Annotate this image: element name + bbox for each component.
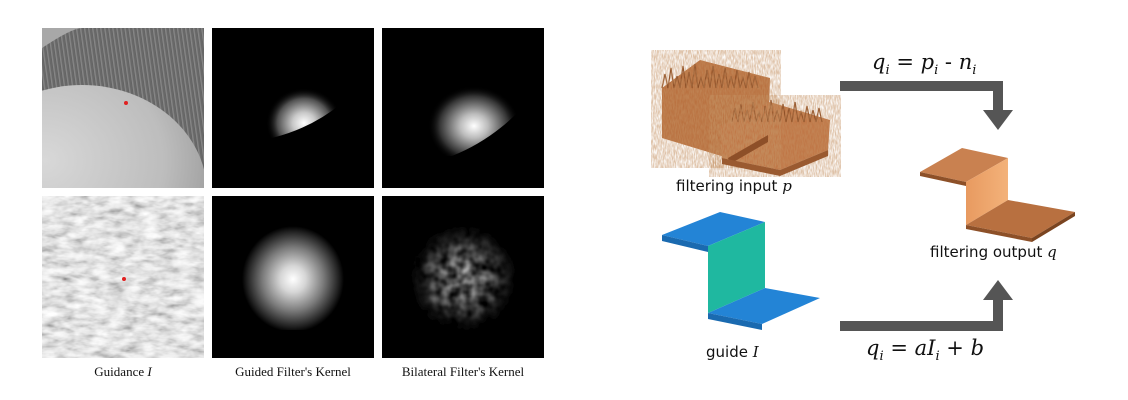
formula-top-minus: - [944,50,953,74]
label-guide: guide I [706,343,759,361]
label-guide-text: guide [706,343,748,361]
guide-surface [662,212,820,330]
label-filtering-input-text: filtering input [676,177,778,195]
formula-top-lhs-sub: i [885,63,890,79]
formula-bottom-coef: a [914,336,928,360]
bilateral-kernel-top [382,28,544,188]
caption-bilateral-kernel-text: Bilateral Filter's Kernel [401,364,525,379]
label-filtering-output-text: filtering output [930,243,1043,261]
diagram-graphics [661,60,1075,331]
label-guide-var: I [752,343,759,361]
caption-guidance: Guidance I [42,364,204,380]
formula-top-term2: n [958,50,973,74]
output-surface [920,148,1075,242]
formula-bottom-var-sub: i [935,349,940,365]
caption-guided-kernel: Guided Filter's Kernel [212,364,374,380]
formula-top-term1-sub: i [934,63,939,79]
formula-bottom-plus: + [946,336,964,360]
formula-top-op: = [896,50,914,74]
guidance-image-top [42,28,204,188]
formula-bottom: qi = aIi + b [866,336,984,364]
formula-bottom-op: = [890,336,908,360]
formula-top: qi = pi - ni [872,50,976,78]
caption-bilateral-kernel: Bilateral Filter's Kernel [382,364,544,380]
input-surface [661,60,830,176]
guided-kernel-top [212,28,374,188]
caption-guided-kernel-text: Guided Filter's Kernel [235,364,351,379]
guided-kernel-bottom [212,196,374,358]
formula-bottom-lhs-sub: i [879,349,884,365]
label-filtering-output-var: q [1047,243,1057,261]
formula-bottom-var: I [927,336,936,360]
formula-top-term1: p [920,50,935,74]
caption-guidance-var: I [147,364,152,379]
formula-bottom-const: b [970,336,985,360]
formula-top-term2-sub: i [972,63,977,79]
caption-guidance-text: Guidance [94,364,145,379]
formula-top-lhs: q [872,50,886,74]
top-arrow [840,81,1013,130]
label-filtering-input: filtering input p [676,177,792,195]
formula-bottom-lhs: q [866,336,880,360]
guidance-image-bottom [42,196,204,358]
label-filtering-input-var: p [782,177,792,195]
label-filtering-output: filtering output q [930,243,1057,261]
bottom-arrow [840,280,1013,331]
bilateral-kernel-bottom [382,196,544,358]
